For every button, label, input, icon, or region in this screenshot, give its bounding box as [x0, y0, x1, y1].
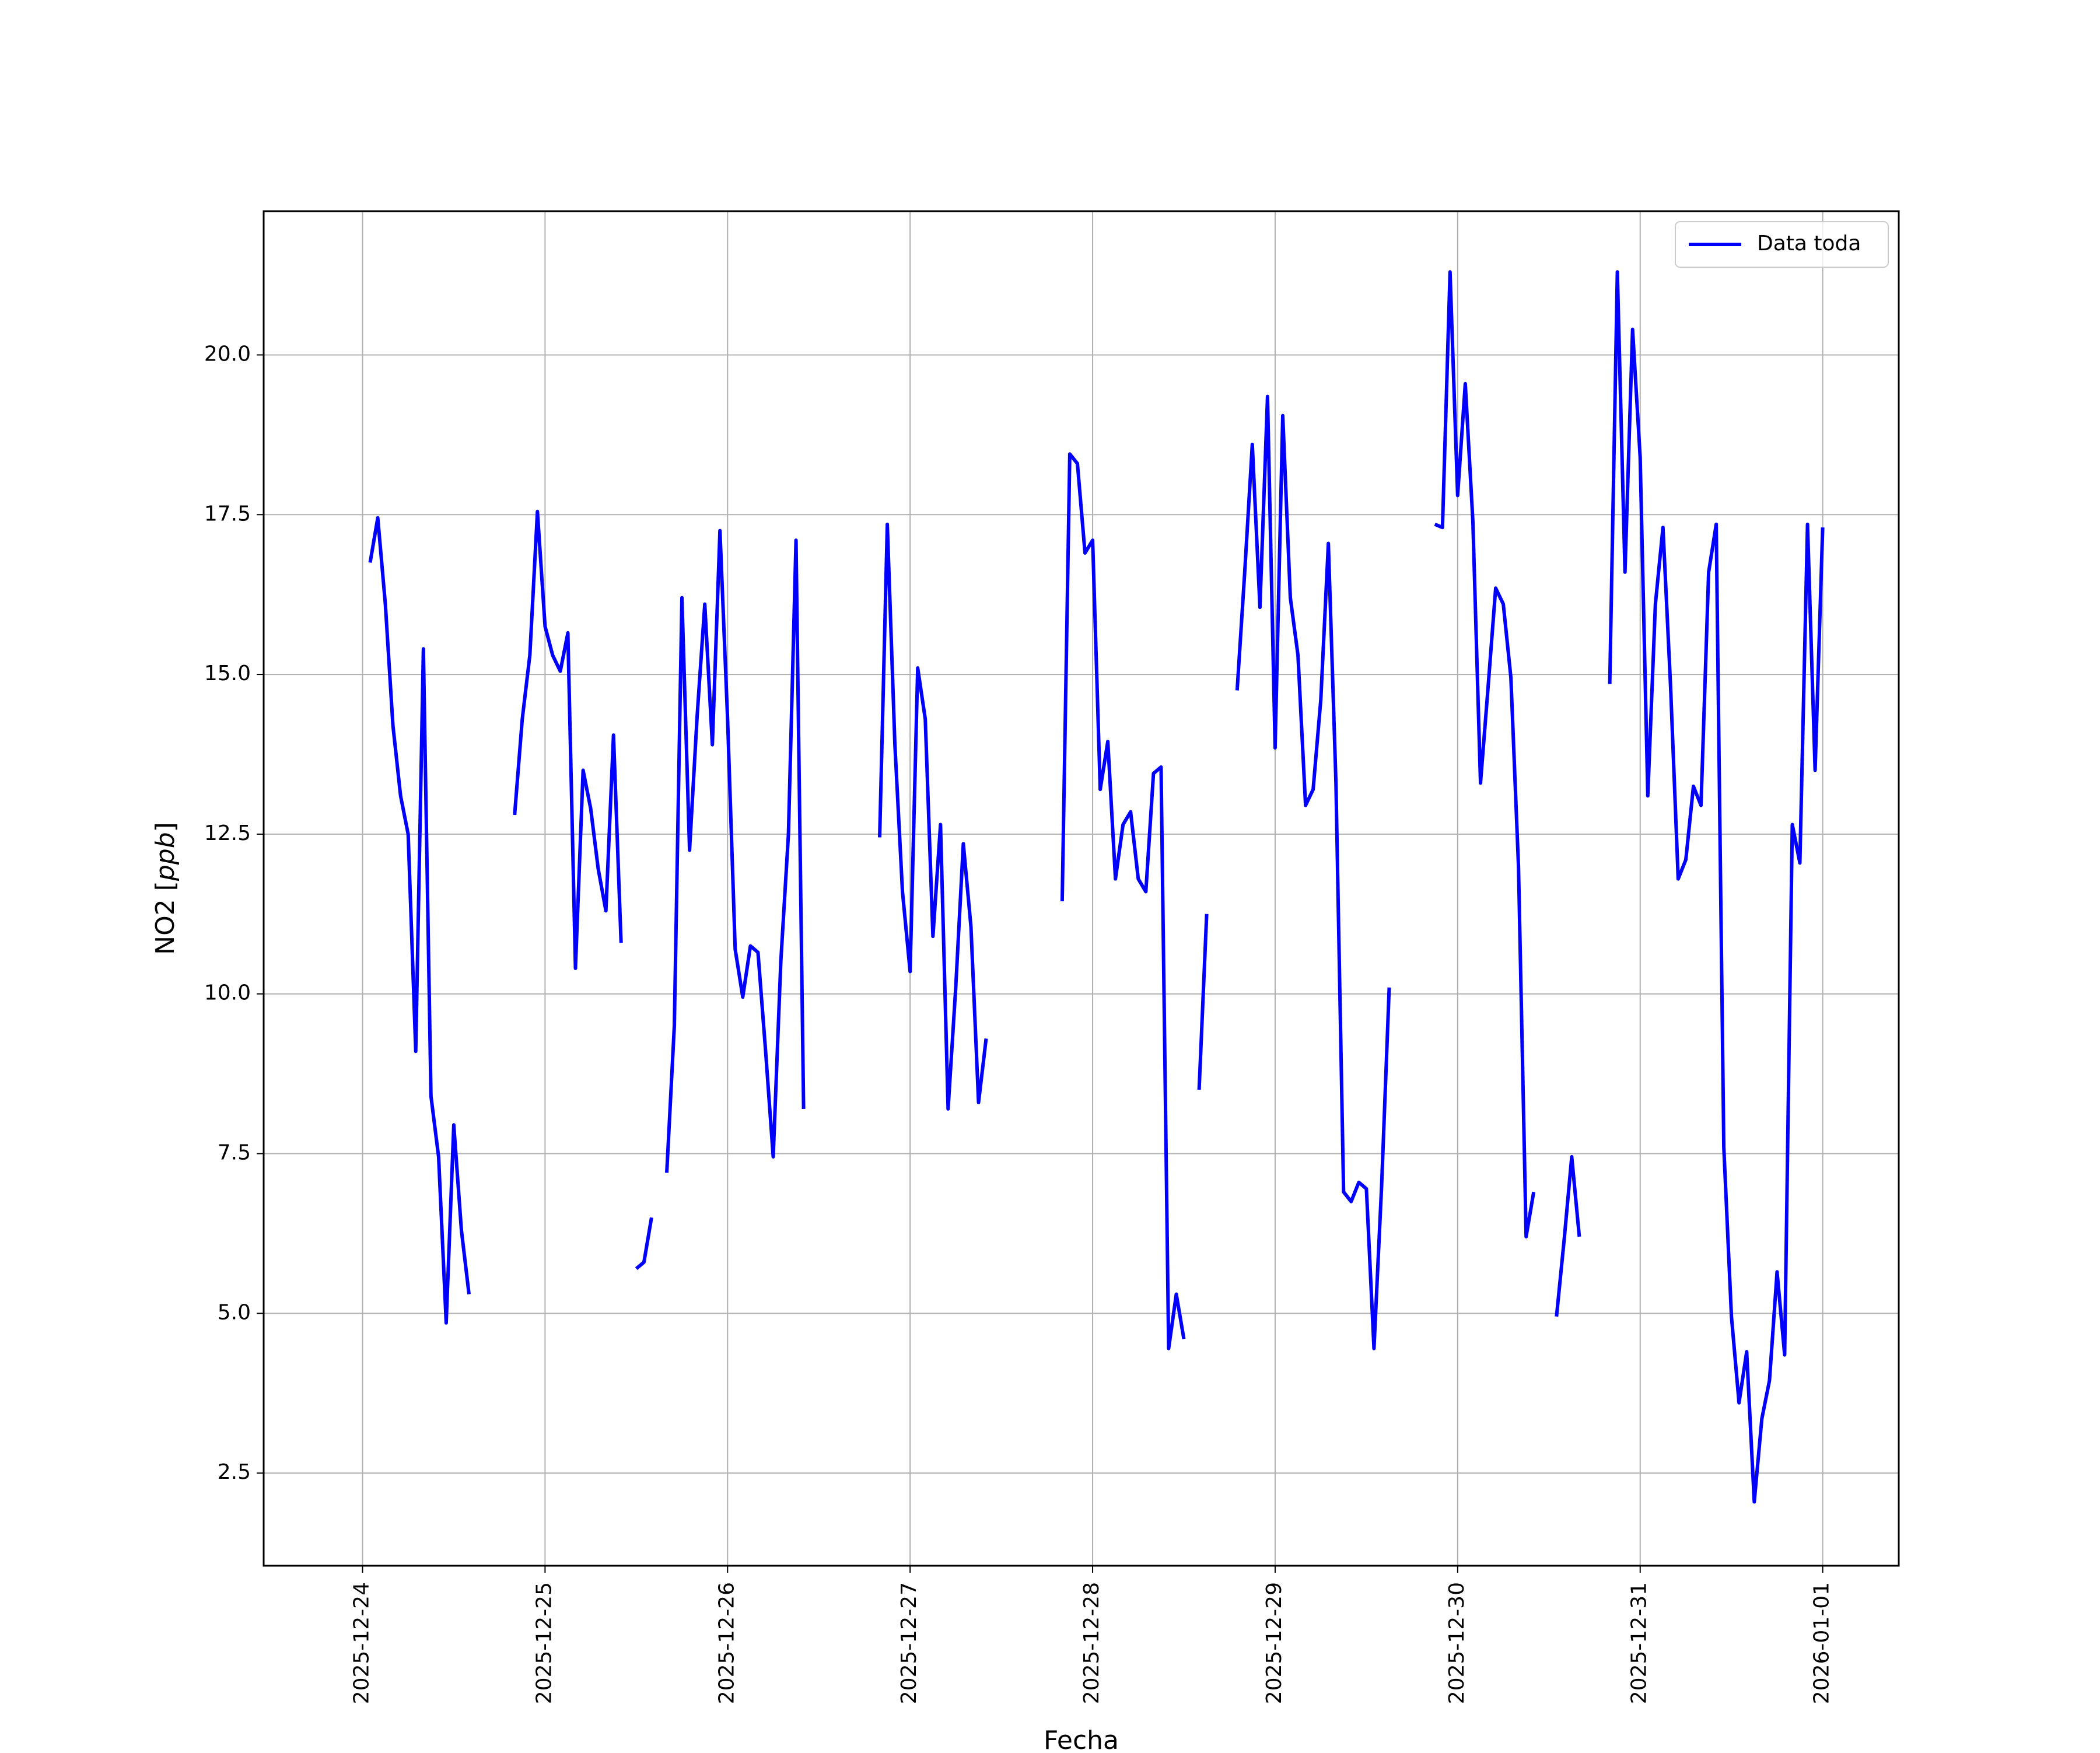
series-line-segment: [1235, 394, 1391, 1350]
series-line-segment: [1434, 270, 1536, 1238]
legend: Data toda: [1675, 221, 1889, 268]
y-tick-label: 2.5: [218, 1460, 251, 1484]
series-line-segment: [1197, 914, 1209, 1090]
series-line-segment: [1608, 270, 1825, 1504]
series-line-segment: [635, 1217, 653, 1270]
series-line-segment: [368, 516, 471, 1325]
series-line-segment: [1060, 452, 1186, 1350]
x-tick-label: 2025-12-30: [1445, 1582, 1469, 1704]
legend-box: [1675, 221, 1889, 268]
y-tick-label: 5.0: [218, 1300, 251, 1324]
x-axis-label: Fecha: [1044, 1726, 1119, 1750]
y-tick-label: 15.0: [204, 662, 251, 685]
y-tick-label: 17.5: [204, 502, 251, 526]
y-axis-label-main: NO2 [: [150, 881, 180, 955]
series-line-segment: [1555, 1155, 1581, 1317]
x-tick-label: 2025-12-29: [1262, 1582, 1286, 1704]
x-axis: 2025-12-24 2025-12-25 2025-12-26 2025-12-27…: [349, 1566, 1834, 1704]
x-tick-label: 2025-12-31: [1628, 1582, 1651, 1704]
x-tick-label: 2025-12-24: [349, 1582, 373, 1704]
y-tick-label: 7.5: [218, 1141, 251, 1165]
y-axis: 2.5 5.0 7.5 10.0 12.5 15.0 17.5 20.0: [204, 342, 264, 1484]
x-tick-label: 2025-12-25: [532, 1582, 556, 1704]
y-axis-label: NO2 [ppb]: [150, 822, 180, 955]
x-tick-label: 2025-12-28: [1080, 1582, 1104, 1704]
series-line-segment: [665, 529, 806, 1173]
series-layer: [368, 270, 1825, 1504]
series-line-segment: [878, 522, 988, 1111]
series-line-segment: [513, 509, 623, 970]
x-tick-label: 2025-12-27: [897, 1582, 921, 1704]
y-tick-label: 12.5: [204, 821, 251, 845]
legend-label: Data toda: [1757, 232, 1861, 256]
x-tick-label: 2026-01-01: [1810, 1582, 1834, 1704]
y-axis-label-close: ]: [150, 822, 180, 832]
y-tick-label: 20.0: [204, 342, 251, 366]
x-tick-label: 2025-12-26: [715, 1582, 738, 1704]
y-tick-label: 10.0: [204, 981, 251, 1005]
plot-frame: [262, 210, 1900, 1567]
y-axis-label-unit: ppb: [150, 832, 180, 881]
